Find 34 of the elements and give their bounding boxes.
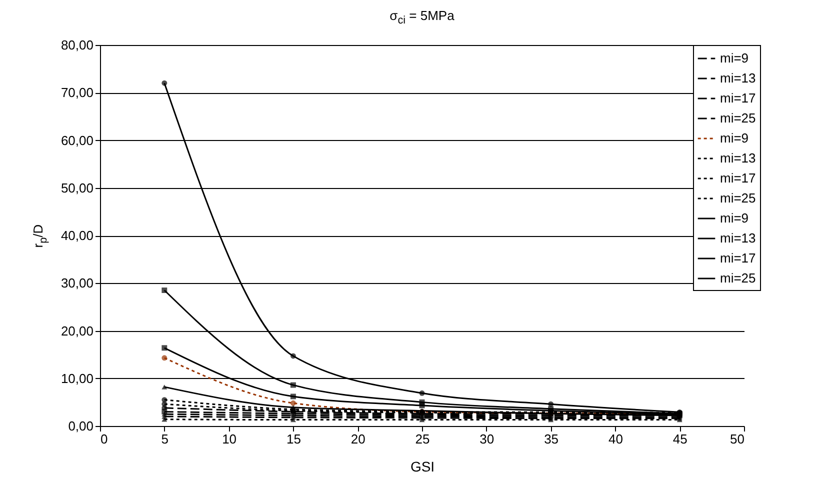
legend-label: mi=13 [720, 70, 756, 86]
legend-label: mi=17 [720, 250, 756, 266]
legend-label: mi=13 [720, 150, 756, 166]
legend-label: mi=17 [720, 90, 756, 106]
y-tick-label: 60,00 [60, 132, 94, 148]
y-tick-label: 80,00 [60, 38, 94, 52]
y-tick-label: 30,00 [60, 276, 94, 291]
legend-label: mi=25 [720, 270, 756, 286]
chart-title: σ$_{ci}$ = 5MPa [388, 8, 456, 27]
x-tick-label: 25 [415, 432, 430, 446]
y-tick-label: 0,00 [68, 418, 94, 434]
legend-label: mi=9 [720, 210, 749, 226]
x-tick-label: 30 [480, 432, 494, 446]
y-tick-label: 20,00 [60, 323, 94, 338]
y-tick-label: 10,00 [60, 370, 94, 386]
x-tick-label: 20 [350, 432, 366, 446]
legend-label: mi=13 [720, 230, 756, 246]
x-tick-label: 0 [100, 432, 108, 446]
y-tick-label: 50,00 [60, 180, 94, 196]
y-tick-label: 70,00 [60, 85, 94, 100]
y-tick-label: 40,00 [60, 228, 94, 243]
x-tick-label: 45 [672, 432, 688, 446]
legend-label: mi=17 [720, 170, 756, 186]
x-tick-label: 40 [608, 432, 623, 446]
x-tick-label: 10 [222, 432, 237, 446]
legend-label: mi=25 [720, 190, 756, 206]
legend-label: mi=9 [720, 130, 749, 146]
legend-label: mi=9 [720, 50, 749, 66]
x-tick-label: 15 [286, 432, 301, 446]
x-tick-label: 50 [730, 432, 744, 446]
x-tick-label: 35 [544, 432, 559, 446]
legend-label: mi=25 [720, 110, 756, 126]
x-tick-label: 5 [161, 432, 169, 446]
x-axis-title: GSI [410, 458, 435, 474]
